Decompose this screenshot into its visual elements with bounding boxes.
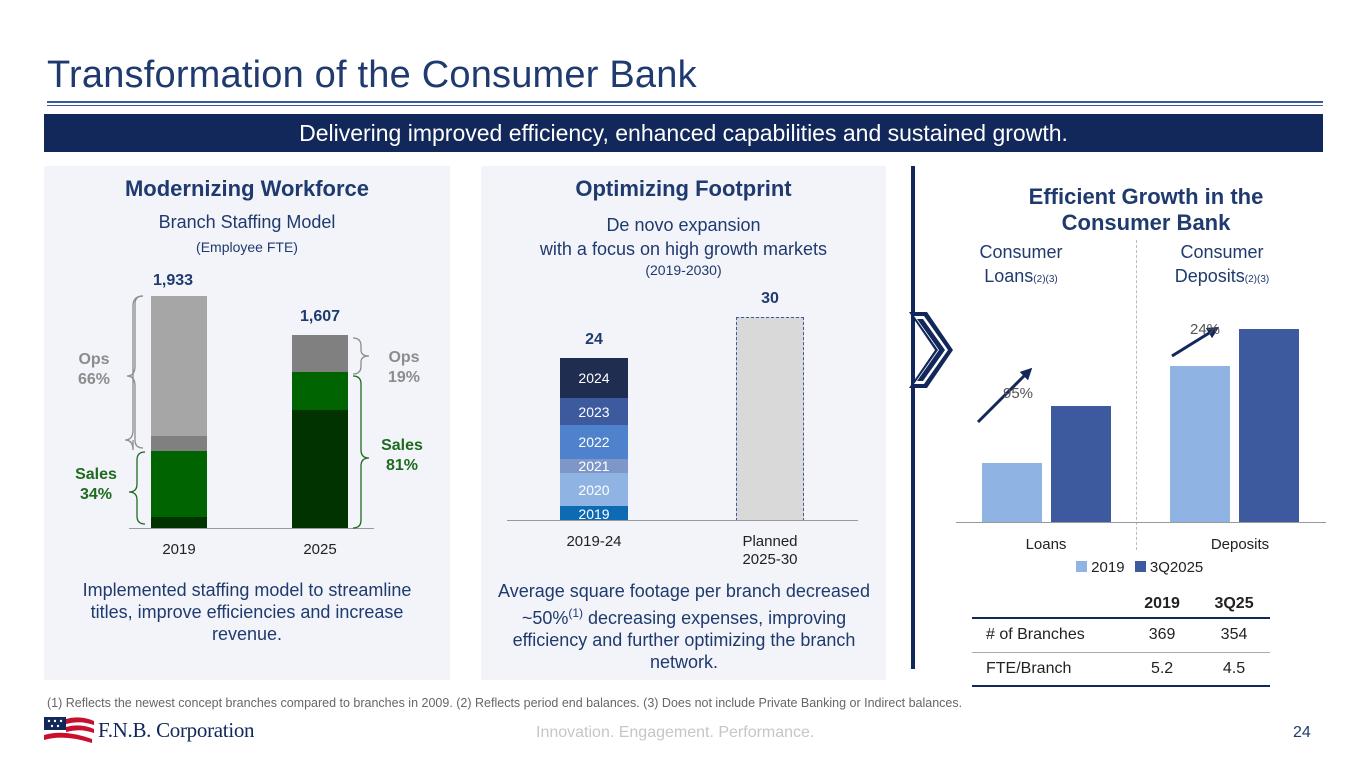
sales-label-right: Sales 81%: [381, 437, 423, 474]
staffing-segment-sales-dark: [292, 410, 348, 528]
growth-center-divider: [1136, 240, 1137, 550]
footprint-panel: [481, 166, 886, 680]
deposits-header: Consumer Deposits(2)(3): [1174, 242, 1270, 286]
table-header-row: 2019 3Q25: [972, 590, 1270, 618]
growth-baseline: [956, 522, 1326, 523]
staffing-segment-sales: [151, 451, 207, 517]
branch-table: 2019 3Q25 # of Branches 369 354 FTE/Bran…: [972, 590, 1270, 687]
growth-bar-loans-3q2025: [1051, 406, 1111, 522]
tagline: Innovation. Engagement. Performance.: [536, 724, 815, 741]
footprint-description: Average square footage per branch decrea…: [498, 581, 870, 672]
denovo-segment-2022: 2022: [560, 425, 628, 459]
axis-label-2019-24: 2019-24: [566, 533, 622, 550]
legend-swatch-2019: [1076, 561, 1087, 572]
footprint-heading: Optimizing Footprint: [575, 176, 792, 201]
total-label-2019-24: 24: [585, 331, 603, 348]
denovo-segment-2019: 2019: [560, 506, 628, 522]
table-header: 3Q25: [1214, 594, 1254, 612]
legend-label-2019: 2019: [1091, 559, 1125, 576]
denovo-segment-2024: 2024: [560, 358, 628, 398]
loans-header: Consumer Loans(2)(3): [979, 242, 1063, 286]
workforce-heading: Modernizing Workforce: [124, 176, 370, 201]
denovo-segment-2020: 2020: [560, 473, 628, 506]
growth-bar-loans-2019: [982, 463, 1042, 522]
footprint-subheading: De novo expansion with a focus on high g…: [539, 215, 828, 259]
staffing-baseline: [129, 528, 374, 529]
ops-label-right: Ops 19%: [387, 349, 421, 386]
growth-heading: Efficient Growth in the Consumer Bank: [1028, 184, 1264, 235]
staffing-segment-sales-dark: [151, 517, 207, 528]
total-label-planned: 30: [761, 290, 779, 307]
staffing-braces: [124, 295, 370, 529]
growth-label-deposits: 24%: [1190, 321, 1221, 338]
total-label-2019: 1,933: [152, 272, 194, 289]
denovo-bar-planned: [736, 317, 804, 521]
denovo-bar-2019-24: 2024 2023 2022 2021 2020 2019: [560, 358, 628, 522]
staffing-segment-ops-dark: [292, 335, 348, 372]
staffing-segment-sales: [292, 372, 348, 410]
growth-label-loans: 95%: [1003, 385, 1034, 402]
footprint-period: (2019-2030): [645, 262, 722, 278]
staffing-bar-2019: [151, 296, 207, 528]
table-cell: 5.2: [1150, 659, 1174, 677]
workforce-subheading: Branch Staffing Model: [158, 212, 336, 232]
table-cell: # of Branches: [986, 626, 1085, 644]
growth-arrows: [976, 326, 1220, 424]
section-divider: [911, 166, 915, 669]
table-cell: FTE/Branch: [986, 659, 1072, 677]
subtitle-banner: Delivering improved efficiency, enhanced…: [44, 114, 1323, 152]
legend-label-3q2025: 3Q2025: [1149, 559, 1204, 576]
axis-label-2019: 2019: [162, 541, 196, 558]
table-cell: 4.5: [1222, 659, 1246, 677]
flag-icon: [44, 717, 94, 743]
staffing-bar-2025: [292, 335, 348, 528]
axis-label-loans: Loans: [1025, 536, 1067, 553]
table-row: FTE/Branch 5.2 4.5: [972, 652, 1270, 686]
growth-legend: 2019 3Q2025: [1076, 559, 1203, 576]
axis-label-2025: 2025: [303, 541, 337, 558]
workforce-description: Implemented staffing model to streamline…: [82, 580, 412, 644]
title-rule: [47, 101, 1323, 103]
table-row: # of Branches 369 354: [972, 618, 1270, 652]
denovo-segment-2023: 2023: [560, 398, 628, 425]
page-title: Transformation of the Consumer Bank: [47, 54, 697, 96]
axis-label-deposits: Deposits: [1210, 536, 1270, 553]
table-cell: 354: [1220, 626, 1248, 644]
legend-swatch-3q2025: [1134, 561, 1146, 572]
staffing-segment-ops: [151, 296, 207, 436]
workforce-unit: (Employee FTE): [196, 239, 298, 255]
workforce-panel: [44, 166, 450, 680]
axis-label-planned: Planned 2025-30: [742, 533, 798, 568]
denovo-baseline: [507, 520, 858, 521]
staffing-segment-ops-dark: [151, 436, 207, 451]
table-header: 2019: [1144, 594, 1180, 612]
growth-bar-deposits-3q2025: [1239, 329, 1299, 522]
chevron-icon: [909, 312, 953, 388]
ops-label-left: Ops 66%: [77, 351, 111, 388]
denovo-segment-2021: 2021: [560, 458, 628, 474]
fnb-logo: F.N.B. Corporation: [44, 717, 255, 743]
total-label-2025: 1,607: [299, 308, 341, 325]
sales-label-left: Sales 34%: [75, 466, 117, 503]
page-number: 24: [1293, 724, 1311, 741]
title-rule-thin: [47, 105, 1323, 106]
fnb-logo-text: F.N.B. Corporation: [98, 717, 255, 742]
growth-bar-deposits-2019: [1170, 366, 1230, 522]
table-cell: 369: [1148, 626, 1176, 644]
footnote: (1) Reflects the newest concept branches…: [47, 696, 963, 710]
table-header: [972, 590, 1126, 618]
